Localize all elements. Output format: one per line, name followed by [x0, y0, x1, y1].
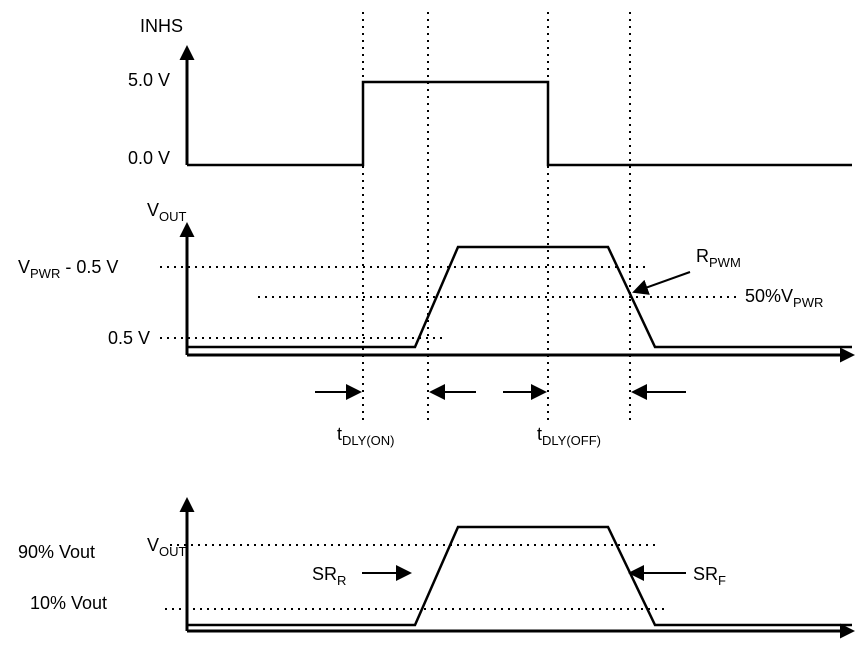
timing-label: tDLY(ON): [337, 424, 395, 448]
axis-label: VOUT: [147, 535, 187, 559]
vout-panel: VOUT VPWR - 0.5 V 0.5 V RPWM 50%VPWR tDL…: [18, 200, 855, 448]
axis-label: VOUT: [147, 200, 187, 224]
level-label: 0.0 V: [128, 148, 170, 168]
timing-label: tDLY(OFF): [537, 424, 601, 448]
annotation: RPWM: [696, 246, 741, 270]
level-label: VPWR - 0.5 V: [18, 257, 118, 281]
annotation: 50%VPWR: [745, 286, 823, 310]
annotation: SRF: [693, 564, 726, 588]
level-label: 0.5 V: [108, 328, 150, 348]
level-label: 90% Vout: [18, 542, 95, 562]
level-label: 10% Vout: [30, 593, 107, 613]
dotted-verticals: [362, 12, 631, 420]
axis-label: INHS: [140, 16, 183, 36]
annotation: SRR: [312, 564, 346, 588]
level-label: 5.0 V: [128, 70, 170, 90]
slew-panel: VOUT 90% Vout 10% Vout SRR SRF: [18, 497, 855, 639]
inhs-panel: INHS 5.0 V 0.0 V: [128, 16, 852, 168]
